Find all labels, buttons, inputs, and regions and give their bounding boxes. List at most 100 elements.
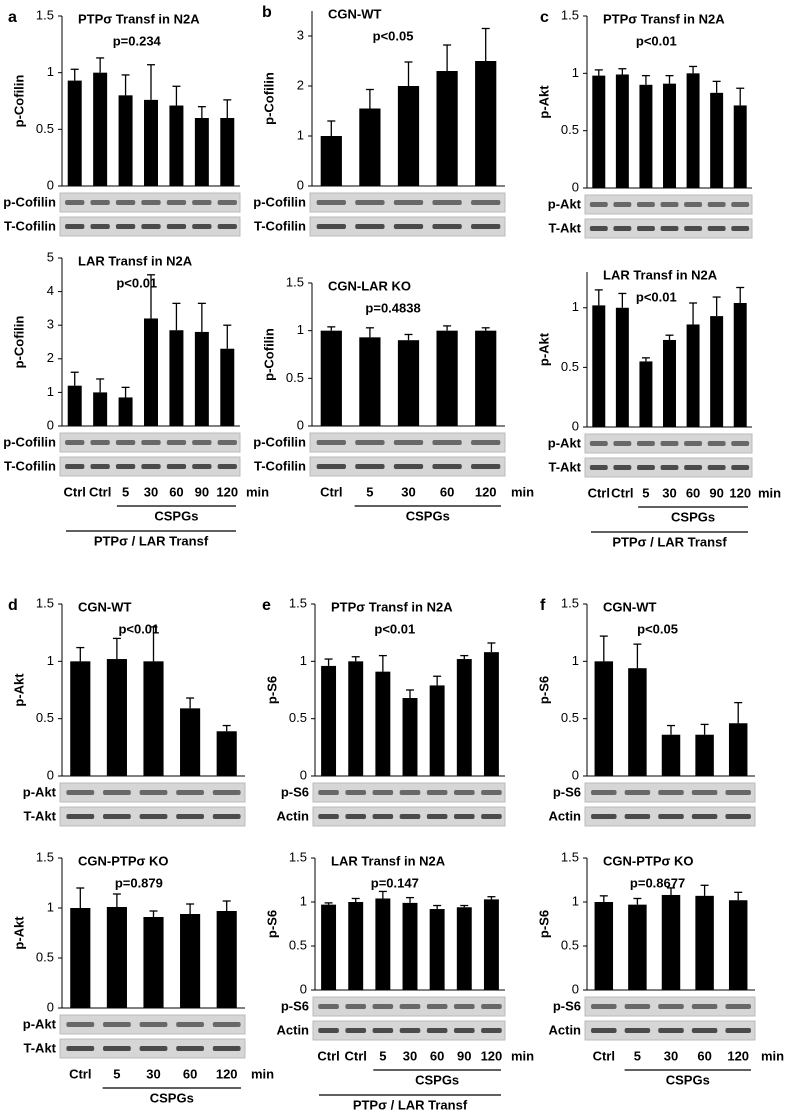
- blot-band: [166, 224, 187, 229]
- blot-band: [591, 1028, 617, 1033]
- bar: [320, 330, 342, 426]
- blot-band: [139, 814, 168, 819]
- blot-band: [731, 441, 750, 446]
- blot-band: [453, 1004, 475, 1009]
- bar: [628, 668, 647, 776]
- blot-band: [217, 224, 237, 229]
- y-tick-label: 0: [297, 417, 304, 432]
- bar: [429, 909, 445, 990]
- bar: [320, 136, 342, 186]
- blot-label: p-Akt: [23, 1016, 57, 1031]
- blot-band: [707, 226, 726, 231]
- blot-label: T-Akt: [24, 1040, 57, 1055]
- y-tick-label: 1.5: [36, 7, 54, 22]
- blot-band: [707, 202, 726, 207]
- blot-band: [591, 790, 617, 795]
- y-tick-label: 0.5: [561, 710, 579, 725]
- x-tick-label: 120: [727, 1048, 749, 1063]
- blot-band: [725, 814, 751, 819]
- chart-title: CGN-WT: [78, 599, 131, 614]
- blot-band: [90, 464, 110, 469]
- blot-band: [316, 200, 346, 205]
- x-tick-label: Ctrl: [89, 484, 111, 499]
- y-tick-label: 1: [47, 384, 54, 399]
- blot-band: [660, 441, 679, 446]
- blot-band: [589, 441, 608, 446]
- bar: [118, 397, 133, 426]
- blot-band: [481, 790, 502, 795]
- y-tick-label: 1.5: [36, 595, 54, 610]
- blot-band: [636, 202, 655, 207]
- y-tick-label: 0.5: [36, 949, 54, 964]
- bar: [70, 661, 91, 776]
- blot-band: [102, 1046, 131, 1051]
- blot-band: [707, 465, 726, 470]
- annotation: p<0.01: [374, 621, 415, 636]
- y-tick-label: 0.5: [289, 937, 307, 952]
- bar: [106, 659, 127, 776]
- bar: [483, 899, 499, 990]
- blot-band: [471, 440, 501, 445]
- x-unit: min: [511, 484, 534, 499]
- x-tick-label: 90: [709, 485, 723, 500]
- y-tick-label: 0: [47, 767, 54, 782]
- blot-band: [481, 814, 502, 819]
- blot-band: [212, 1046, 241, 1051]
- y-tick-label: 0: [47, 417, 54, 432]
- blot-band: [725, 1028, 751, 1033]
- y-tick-label: 1: [572, 653, 579, 668]
- chart-title: CGN-PTPσ KO: [603, 853, 694, 868]
- blot-label: p-Akt: [548, 196, 582, 211]
- blot-band: [90, 200, 110, 205]
- x-tick-label: 30: [146, 1066, 160, 1081]
- y-tick-label: 0.5: [36, 710, 54, 725]
- blot-band: [166, 464, 187, 469]
- group-label: CSPGs: [415, 1072, 459, 1087]
- group-label: PTPσ / LAR Transf: [353, 1097, 468, 1111]
- blot-band: [432, 224, 462, 229]
- bar: [728, 723, 748, 776]
- blot-band: [318, 790, 339, 795]
- blot-band: [141, 440, 161, 445]
- bar: [402, 698, 418, 776]
- blot-band: [316, 440, 346, 445]
- x-unit: min: [761, 1048, 784, 1063]
- bar: [710, 92, 724, 188]
- x-tick-label: 90: [457, 1048, 471, 1063]
- blot-band: [102, 1022, 131, 1027]
- chart-title: CGN-LAR KO: [328, 278, 411, 293]
- group-label: PTPσ / LAR Transf: [94, 533, 209, 548]
- y-tick-label: 0: [300, 767, 307, 782]
- bar: [359, 108, 381, 186]
- blot-band: [90, 224, 110, 229]
- group-label: CSPGs: [666, 1072, 710, 1087]
- blot-band: [471, 200, 501, 205]
- y-tick-label: 0: [572, 981, 579, 996]
- y-tick-label: 0: [572, 767, 579, 782]
- x-tick-label: 60: [686, 485, 700, 500]
- blot-band: [372, 1004, 394, 1009]
- blot-band: [318, 814, 339, 819]
- annotation: p<0.01: [116, 275, 157, 290]
- blot-band: [66, 814, 95, 819]
- bar: [143, 661, 164, 776]
- y-tick-label: 1: [300, 893, 307, 908]
- blot-band: [355, 224, 385, 229]
- bar: [592, 305, 606, 427]
- bar: [180, 708, 201, 776]
- blot-band: [432, 440, 462, 445]
- bar: [728, 900, 748, 990]
- y-tick-label: 0: [297, 177, 304, 192]
- y-tick-label: 1: [572, 893, 579, 908]
- bar: [592, 75, 606, 188]
- annotation: p=0.879: [115, 875, 163, 890]
- y-tick-label: 1: [572, 65, 579, 80]
- panel-label: a: [8, 9, 17, 26]
- blot-band: [355, 464, 385, 469]
- x-tick-label: 60: [430, 1048, 444, 1063]
- y-axis-label: p-Akt: [536, 332, 551, 366]
- bar: [144, 318, 158, 426]
- panel-label: c: [540, 9, 549, 26]
- y-tick-label: 1: [297, 127, 304, 142]
- blot-label: p-Cofilin: [253, 194, 306, 209]
